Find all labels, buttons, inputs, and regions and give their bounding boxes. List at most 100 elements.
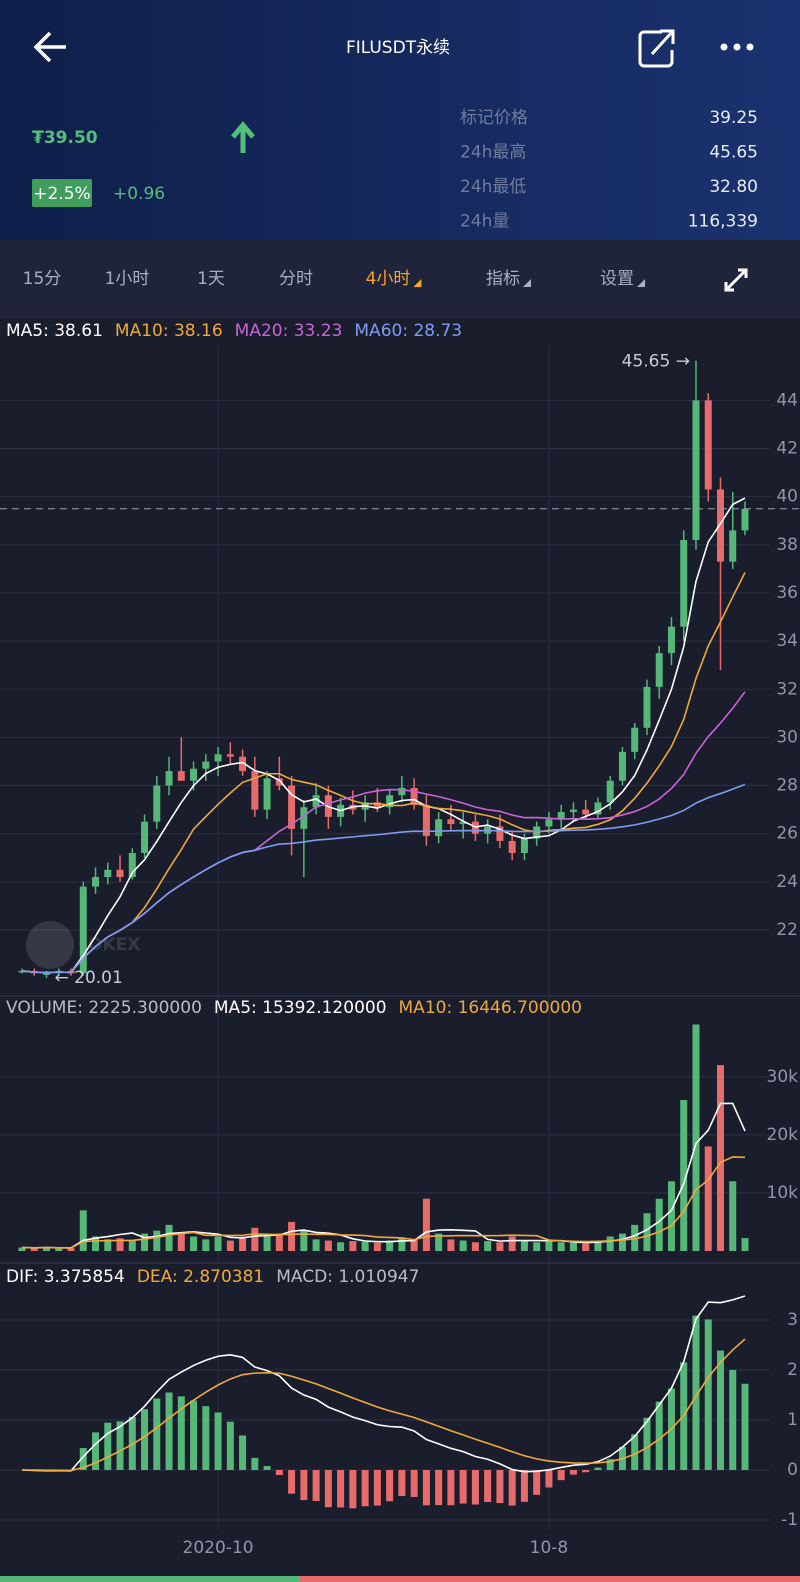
candle-body: [618, 751, 626, 781]
macd-bar: [104, 1422, 112, 1470]
expand-button[interactable]: [724, 268, 748, 292]
candle-body: [263, 778, 271, 810]
price: ₮39.50: [32, 128, 98, 148]
volume-bar: [226, 1240, 234, 1251]
candle-body: [128, 852, 136, 878]
candle-body: [398, 787, 406, 796]
y-tick-label: 28: [776, 776, 798, 796]
volume-bar: [471, 1242, 479, 1251]
volume-bar: [594, 1240, 602, 1251]
candle-body: [496, 826, 504, 841]
volume-bar: [141, 1233, 149, 1251]
candle-body: [729, 530, 737, 562]
legend-item: MA10: 38.16: [115, 321, 223, 341]
tab[interactable]: 15分: [23, 269, 62, 289]
watermark: OKEX: [88, 935, 140, 955]
tab[interactable]: 分时: [279, 269, 313, 289]
macd-bar: [741, 1383, 749, 1470]
macd-bar: [300, 1470, 308, 1501]
macd-bar: [716, 1350, 724, 1470]
back-button[interactable]: [33, 31, 66, 63]
candle-body: [520, 838, 528, 853]
volume-ma-line: [21, 1156, 746, 1249]
volume-bar: [606, 1236, 614, 1251]
candle-body: [459, 821, 467, 825]
candle-body: [312, 795, 320, 808]
tab[interactable]: 1小时: [105, 269, 150, 289]
macd-bar: [324, 1470, 332, 1508]
candle-body: [177, 771, 185, 781]
macd-bar: [655, 1401, 663, 1470]
volume-bar: [729, 1181, 737, 1251]
volume-bar: [79, 1210, 87, 1251]
macd-bar: [471, 1470, 479, 1505]
share-button[interactable]: [638, 29, 675, 68]
candle-body: [643, 686, 651, 728]
volume-bar: [643, 1213, 651, 1251]
tab[interactable]: 1天: [197, 269, 225, 289]
legend-item: MA10: 16446.700000: [399, 998, 582, 1018]
tab[interactable]: 4小时: [366, 269, 411, 289]
macd-bar: [361, 1470, 369, 1507]
y-tick-label: 38: [776, 535, 798, 555]
candle-body: [447, 819, 455, 825]
tab[interactable]: 指标: [486, 269, 520, 289]
volume-bar: [361, 1241, 369, 1251]
y-tick-label: 10k: [767, 1183, 799, 1203]
y-tick-label: 24: [776, 872, 798, 892]
y-tick-label: 20k: [767, 1125, 799, 1145]
y-tick-label: 32: [776, 679, 798, 699]
macd-bar: [410, 1470, 418, 1497]
volume-bar: [533, 1242, 541, 1251]
title: FILUSDT永续: [346, 38, 450, 58]
candle-body: [667, 626, 675, 654]
volume-ma-line: [21, 1102, 746, 1249]
macd-bar: [435, 1470, 443, 1506]
candle-body: [716, 489, 724, 562]
macd-bar: [594, 1467, 602, 1470]
volume-bar: [165, 1224, 173, 1251]
y-tick-label: 40: [776, 487, 798, 507]
macd-bar: [606, 1459, 614, 1470]
candle-body: [741, 508, 749, 531]
macd-bar: [337, 1470, 345, 1508]
volume-bar: [373, 1242, 381, 1251]
candle-body: [606, 780, 614, 803]
more-button[interactable]: [720, 43, 754, 51]
volume-bar: [631, 1224, 639, 1251]
macd-bar: [79, 1448, 87, 1470]
volume-bar: [680, 1099, 688, 1251]
y-tick-label: 34: [776, 631, 798, 651]
candle-body: [202, 761, 210, 769]
candle-body: [692, 400, 700, 540]
candle-body: [373, 802, 381, 808]
tab[interactable]: 设置: [600, 269, 634, 289]
macd-bar: [704, 1319, 712, 1470]
volume-bar: [288, 1221, 296, 1251]
candle-body: [410, 787, 418, 805]
candle-body: [680, 540, 688, 627]
candle-body: [239, 756, 247, 772]
macd-bar: [422, 1470, 430, 1506]
y-tick-label: 3: [787, 1310, 798, 1330]
candle-body: [704, 400, 712, 490]
volume-bar: [263, 1236, 271, 1251]
candle-body: [226, 754, 234, 757]
legend-item: DEA: 2.870381: [137, 1267, 264, 1287]
stat-value: 39.25: [709, 108, 758, 128]
volume-bar: [214, 1236, 222, 1251]
volume-bar: [618, 1233, 626, 1251]
panel-divider: [0, 995, 800, 997]
stat-value: 45.65: [709, 143, 758, 163]
volume-bar: [30, 1248, 38, 1251]
candle-body: [165, 771, 173, 786]
x-tick-label: 10-8: [530, 1538, 569, 1558]
candle-body: [435, 819, 443, 837]
candle-body: [631, 727, 639, 752]
macd-bar: [226, 1421, 234, 1470]
volume-bar: [43, 1246, 51, 1251]
panel-divider: [0, 1262, 800, 1264]
macd-bar: [312, 1470, 320, 1501]
macd-bar: [398, 1470, 406, 1497]
